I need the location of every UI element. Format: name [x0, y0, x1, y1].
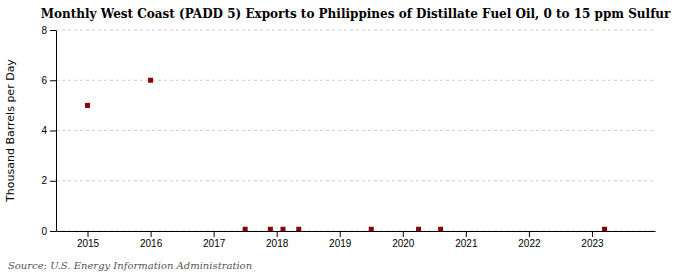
grid-line — [56, 180, 655, 181]
x-tick-mark — [592, 231, 593, 237]
y-tick-label: 8 — [41, 25, 47, 36]
grid-line — [56, 30, 655, 31]
point — [243, 227, 248, 231]
y-tick-label: 4 — [41, 125, 47, 136]
y-axis-line — [56, 31, 57, 232]
x-axis-line — [57, 231, 656, 232]
x-tick-label: 2023 — [581, 238, 604, 249]
y-tick-mark — [50, 80, 56, 81]
grid-line — [56, 80, 655, 81]
y-tick-mark — [50, 181, 56, 182]
point — [85, 103, 90, 108]
y-tick-mark — [50, 30, 56, 31]
point — [602, 227, 607, 231]
y-tick: 0 — [41, 226, 56, 237]
point — [369, 227, 374, 231]
y-axis-title: Thousand Barrels per Day — [4, 59, 17, 203]
x-tick-mark — [151, 231, 152, 237]
x-tick: 2018 — [266, 231, 289, 249]
point — [416, 227, 421, 231]
x-tick: 2017 — [203, 231, 226, 249]
y-tick-label: 0 — [41, 226, 47, 237]
x-tick-mark — [277, 231, 278, 237]
chart: 2015 2016 2017 2018 2019 2020 2021 2022 2023 0 2 4 6… — [0, 0, 675, 275]
x-tick: 2020 — [392, 231, 415, 249]
x-tick: 2016 — [140, 231, 163, 249]
x-tick-label: 2019 — [329, 238, 352, 249]
y-tick-label: 6 — [41, 75, 47, 86]
point — [296, 227, 301, 231]
grid-line — [56, 231, 655, 232]
x-tick: 2022 — [518, 231, 541, 249]
source: Source: U.S. Energy Information Administ… — [8, 260, 252, 271]
y-tick: 8 — [41, 25, 56, 36]
x-tick-mark — [340, 231, 341, 237]
x-tick-label: 2021 — [455, 238, 478, 249]
x-tick-mark — [214, 231, 215, 237]
plot: 2015 2016 2017 2018 2019 2020 2021 2022 2023 0 2 4 6… — [41, 25, 655, 249]
point — [280, 227, 285, 231]
point — [268, 227, 273, 231]
x-tick-mark — [88, 231, 89, 237]
x-tick-label: 2018 — [266, 238, 289, 249]
x-tick-mark — [403, 231, 404, 237]
x-tick-mark — [466, 231, 467, 237]
x-tick-label: 2016 — [140, 238, 163, 249]
x-tick: 2023 — [581, 231, 604, 249]
x-tick: 2021 — [455, 231, 478, 249]
y-tick: 2 — [41, 175, 56, 186]
y-axis: 0 2 4 6 8 — [41, 25, 56, 237]
y-tick-mark — [50, 231, 56, 232]
grid — [56, 30, 655, 231]
title: Monthly West Coast (PADD 5) Exports to P… — [41, 7, 671, 21]
x-tick: 2019 — [329, 231, 352, 249]
x-tick-mark — [529, 231, 530, 237]
y-tick-mark — [50, 131, 56, 132]
x-tick: 2015 — [77, 231, 100, 249]
points — [85, 78, 607, 231]
x-tick-label: 2020 — [392, 238, 415, 249]
point — [148, 78, 153, 83]
x-tick-label: 2022 — [518, 238, 541, 249]
grid-line — [56, 130, 655, 131]
y-tick: 6 — [41, 75, 56, 86]
point — [438, 227, 443, 231]
y-tick-label: 2 — [41, 175, 47, 186]
x-tick-label: 2017 — [203, 238, 226, 249]
y-tick: 4 — [41, 125, 56, 136]
x-tick-label: 2015 — [77, 238, 100, 249]
x-axis: 2015 2016 2017 2018 2019 2020 2021 2022 2023 — [57, 231, 656, 249]
